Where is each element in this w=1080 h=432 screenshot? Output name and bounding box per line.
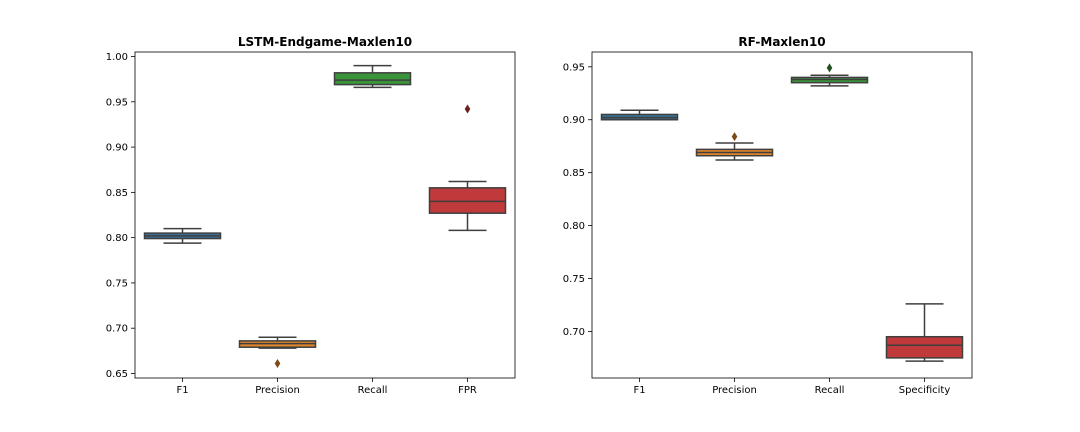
outlier-point [274,359,281,369]
y-tick-label: 0.95 [106,97,128,108]
right-box-plot-panel: RF-Maxlen10 0.70 0.75 0.80 0.85 0.90 0.95 F1 Pre… [563,35,973,396]
box-body [333,72,412,86]
x-tick-label-f1: F1 [176,385,188,396]
y-tick-label: 0.80 [106,233,128,244]
y-tick-label: 0.85 [563,168,585,179]
x-tick-label-precision: Precision [255,385,300,396]
x-tick-label-specificity: Specificity [899,385,951,396]
y-tick-label: 0.90 [563,115,585,126]
axes-frame [134,51,516,379]
box-body [885,335,964,359]
left-box-plot-panel: LSTM-Endgame-Maxlen10 0.65 0.70 0.75 0.80 0.8… [106,35,516,396]
x-tick-label-precision: Precision [712,385,757,396]
x-tick-label-fpr: FPR [458,385,477,396]
axes-frame [591,51,973,379]
box-precision [695,132,774,161]
box-recall [333,64,412,89]
y-tick-label: 1.00 [106,52,128,63]
y-tick-label: 0.95 [563,62,585,73]
y-tick-label: 0.80 [563,221,585,232]
chart-title: LSTM-Endgame-Maxlen10 [238,35,412,49]
outlier-point [731,132,738,142]
y-tick-label: 0.85 [106,188,128,199]
box-recall [790,63,869,87]
y-tick-label: 0.75 [563,274,585,285]
x-tick-label-recall: Recall [815,385,845,396]
outlier-point [826,63,833,73]
box-specificity [885,303,964,362]
box-body [428,187,507,214]
x-tick-label-f1: F1 [633,385,645,396]
y-tick-label: 0.70 [563,327,585,338]
x-tick-label-recall: Recall [358,385,388,396]
y-tick-label: 0.65 [106,369,128,380]
y-tick-label: 0.90 [106,143,128,154]
y-tick-label: 0.70 [106,324,128,335]
outlier-point [464,104,471,114]
y-tick-label: 0.75 [106,278,128,289]
box-f1 [143,227,222,244]
chart-title: RF-Maxlen10 [738,35,825,49]
box-f1 [600,109,679,121]
box-precision [238,336,317,369]
box-fpr [428,104,507,232]
